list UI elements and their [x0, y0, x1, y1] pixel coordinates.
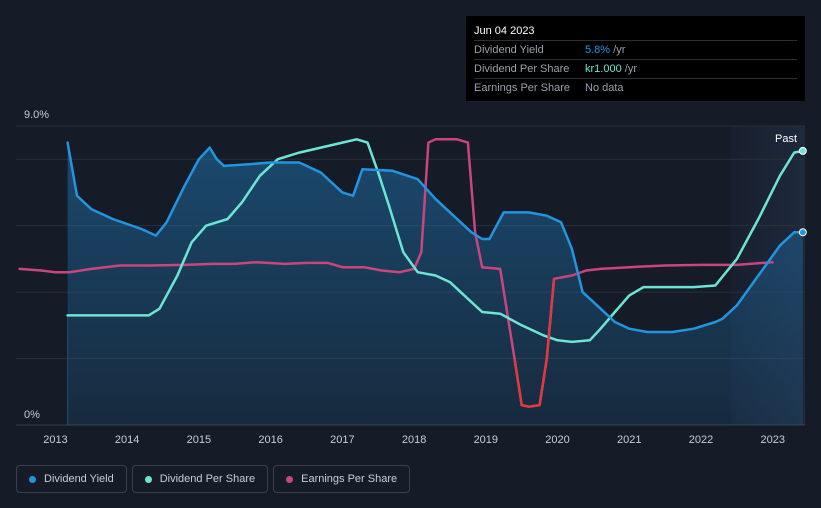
tooltip-suffix: /yr [621, 63, 637, 75]
x-tick-label: 2015 [187, 434, 211, 446]
chart-legend: Dividend Yield Dividend Per Share Earnin… [16, 465, 411, 493]
x-tick-label: 2021 [617, 434, 641, 446]
legend-label: Earnings Per Share [301, 473, 398, 485]
legend-dot-icon [29, 475, 36, 483]
legend-label: Dividend Yield [44, 473, 114, 485]
tooltip-row-dividend-yield: Dividend Yield 5.8% /yr [474, 40, 797, 59]
tooltip-row-earnings-per-share: Earnings Per Share No data [474, 78, 797, 97]
x-tick-label: 2014 [115, 434, 139, 446]
tooltip-label: Dividend Yield [474, 44, 544, 56]
tooltip-value: 5.8% [585, 44, 611, 56]
tooltip-date: Jun 04 2023 [474, 25, 535, 37]
past-label: Past [775, 133, 797, 145]
legend-item-dividend-yield[interactable]: Dividend Yield [16, 465, 127, 493]
x-tick-label: 2022 [689, 434, 713, 446]
tooltip-label: Earnings Per Share [474, 82, 570, 94]
dividend-yield-area [67, 142, 803, 425]
y-tick-label-max: 9.0% [24, 109, 49, 121]
x-tick-label: 2019 [474, 434, 498, 446]
earnings-per-share-line [18, 138, 774, 408]
dividend-per-share-end-dot [798, 146, 807, 155]
eps-decline-segment [513, 278, 556, 408]
tooltip-value: No data [585, 82, 624, 94]
dividend-per-share-line [66, 138, 805, 344]
x-tick-label: 2023 [760, 434, 784, 446]
legend-label: Dividend Per Share [159, 473, 256, 485]
tooltip-label: Dividend Per Share [474, 63, 570, 75]
tooltip-panel: Jun 04 2023 Dividend Yield 5.8% /yr Divi… [466, 16, 805, 101]
x-tick-label: 2013 [43, 434, 67, 446]
x-tick-label: 2017 [330, 434, 354, 446]
legend-item-dividend-per-share[interactable]: Dividend Per Share [131, 465, 269, 493]
tooltip-suffix: /yr [610, 44, 626, 56]
tooltip-row-dividend-per-share: Dividend Per Share kr1.000 /yr [474, 59, 797, 78]
x-tick-label: 2018 [402, 434, 426, 446]
legend-item-earnings-per-share[interactable]: Earnings Per Share [273, 465, 411, 493]
legend-dot-icon [286, 475, 294, 483]
dividend-yield-end-dot [798, 228, 807, 237]
legend-dot-icon [144, 475, 152, 483]
y-tick-label-min: 0% [24, 409, 40, 421]
dividend-yield-line [66, 141, 805, 334]
tooltip-value: kr1.000 [585, 63, 622, 75]
x-tick-label: 2016 [258, 434, 282, 446]
x-tick-label: 2020 [545, 434, 569, 446]
